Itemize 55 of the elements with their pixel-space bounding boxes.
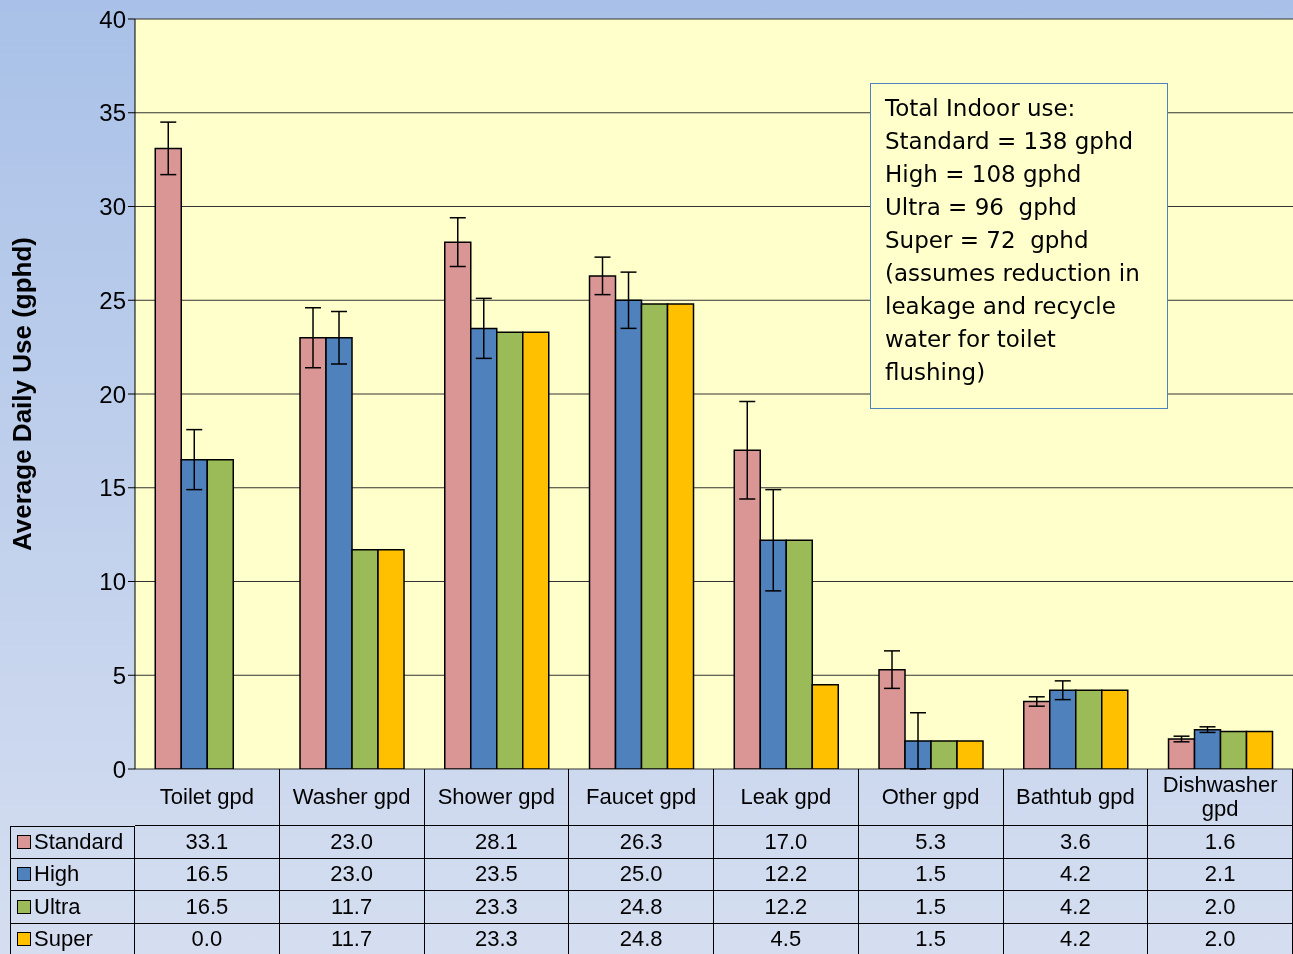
- data-label: 16.5: [135, 891, 280, 924]
- data-label: 24.8: [569, 891, 714, 924]
- x-tick-label: Dishwasher gpd: [1148, 769, 1293, 826]
- data-label: 25.0: [569, 858, 714, 891]
- x-tick-label: Toilet gpd: [135, 769, 280, 826]
- legend-label: High: [34, 861, 80, 888]
- text: Total Indoor use: Standard = 138 gphd High = 108 gphd Ultra = 96 gphd Super = 72 gphd (assumes reduction in leakage and recycle water for toilet flushing): [885, 95, 1140, 385]
- y-tick-label: 10: [99, 568, 126, 596]
- data-label: 23.3: [424, 891, 570, 924]
- data-label: 11.7: [279, 891, 425, 924]
- y-tick-label: 40: [99, 5, 126, 33]
- data-label: 0.0: [135, 923, 280, 954]
- x-tick-label: Washer gpd: [279, 769, 425, 826]
- y-tick-label: 5: [112, 661, 126, 689]
- legend-label: Ultra: [34, 893, 81, 920]
- data-label: 33.1: [135, 826, 280, 859]
- data-label: 16.5: [135, 858, 280, 891]
- data-label: 1.5: [858, 858, 1004, 891]
- y-tick-label: 0: [112, 755, 126, 783]
- data-label: 4.5: [714, 923, 859, 954]
- data-label: 4.2: [1003, 923, 1149, 954]
- data-label: 17.0: [714, 826, 859, 859]
- y-axis-title: Average Daily Use (gphd): [7, 236, 38, 552]
- data-label: 11.7: [279, 923, 425, 954]
- x-tick-label: Leak gpd: [714, 769, 859, 826]
- x-tick-label: Shower gpd: [424, 769, 570, 826]
- data-label: 23.0: [279, 826, 425, 859]
- data-label: 4.2: [1003, 891, 1149, 924]
- y-tick-label: 15: [99, 474, 126, 502]
- data-label: 1.5: [858, 923, 1004, 954]
- x-tick-label: Bathtub gpd: [1003, 769, 1149, 826]
- data-label: 26.3: [569, 826, 714, 859]
- data-label: 23.0: [279, 858, 425, 891]
- data-label: 24.8: [569, 923, 714, 954]
- y-tick-label: 20: [99, 380, 126, 408]
- data-label: 23.3: [424, 923, 570, 954]
- data-label: 2.0: [1148, 923, 1293, 954]
- data-label: 12.2: [714, 858, 859, 891]
- legend-label: Standard: [34, 829, 124, 856]
- y-tick-label: 30: [99, 193, 126, 221]
- data-label: 2.0: [1148, 891, 1293, 924]
- data-label: 1.5: [858, 891, 1004, 924]
- y-tick-label: 25: [99, 286, 126, 314]
- data-label: 12.2: [714, 891, 859, 924]
- data-label: 28.1: [424, 826, 570, 859]
- x-tick-label: Other gpd: [858, 769, 1004, 826]
- y-tick-label: 35: [99, 99, 126, 127]
- data-label: 4.2: [1003, 858, 1149, 891]
- data-label: 23.5: [424, 858, 570, 891]
- data-label: 3.6: [1003, 826, 1149, 859]
- data-label: 5.3: [858, 826, 1004, 859]
- data-label: 1.6: [1148, 826, 1293, 859]
- x-tick-label: Faucet gpd: [569, 769, 714, 826]
- data-label: 2.1: [1148, 858, 1293, 891]
- legend-label: Super: [34, 926, 93, 953]
